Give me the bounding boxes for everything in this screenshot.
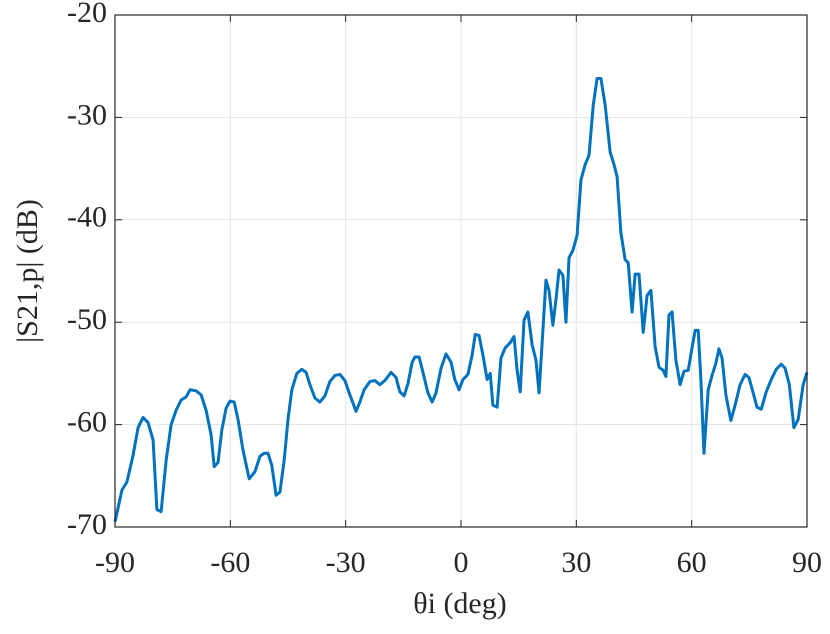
x-axis-label: θi (deg) — [413, 587, 507, 620]
plot-frame — [114, 14, 808, 528]
x-tick-label: -90 — [95, 546, 135, 579]
y-tick-label: -50 — [67, 303, 107, 336]
x-tick-label: 60 — [677, 546, 707, 579]
y-axis-label: |S21,p| (dB) — [11, 199, 44, 343]
x-tick-label: 30 — [561, 546, 591, 579]
y-tick-label: -30 — [67, 98, 107, 131]
data-line — [113, 76, 809, 523]
x-tick-label: 90 — [792, 546, 822, 579]
x-tick-label: -30 — [326, 546, 366, 579]
y-tick-label: -60 — [67, 405, 107, 438]
y-tick-label: -70 — [67, 508, 107, 541]
y-tick-label: -40 — [67, 201, 107, 234]
x-tick-label: -60 — [210, 546, 250, 579]
y-tick-label: -20 — [67, 0, 107, 29]
x-tick-label: 0 — [454, 546, 469, 579]
